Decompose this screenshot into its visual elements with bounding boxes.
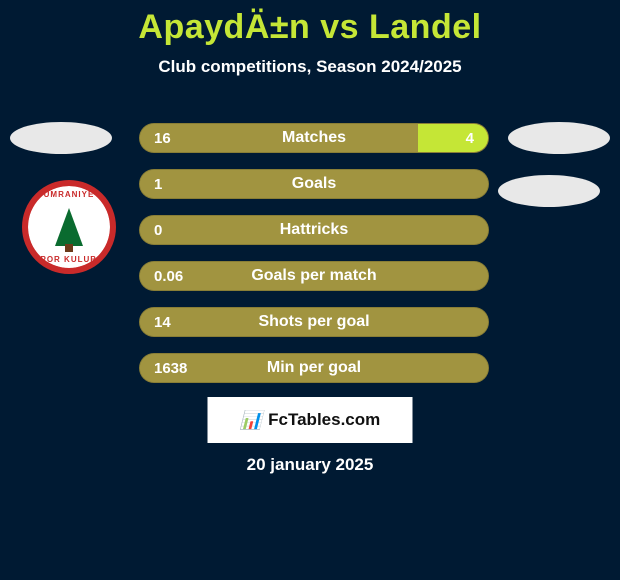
tree-icon	[55, 208, 83, 246]
chart-icon: 📊	[240, 410, 262, 431]
stat-label: Min per goal	[140, 354, 488, 382]
stat-row: Goals per match0.06	[139, 261, 489, 291]
player-photo-right-1	[508, 122, 610, 154]
player-photo-left	[10, 122, 112, 154]
page-title: ApaydÄ±n vs Landel	[0, 0, 620, 47]
stat-value-left: 14	[154, 308, 171, 336]
page-subtitle: Club competitions, Season 2024/2025	[0, 57, 620, 77]
club-badge-text-bottom: SPOR KULUBU	[34, 255, 104, 264]
stat-value-left: 16	[154, 124, 171, 152]
comparison-bars: Matches16 4 Goals1 Hattricks0 Goals per matc…	[139, 123, 489, 399]
date-text: 20 january 2025	[0, 455, 620, 475]
stat-label: Matches	[140, 124, 488, 152]
stat-value-right: 4	[466, 124, 474, 152]
stat-label: Shots per goal	[140, 308, 488, 336]
player-photo-right-2	[498, 175, 600, 207]
attribution-text: FcTables.com	[268, 410, 380, 430]
stat-row: Matches16 4	[139, 123, 489, 153]
stat-value-left: 1	[154, 170, 162, 198]
stat-value-left: 1638	[154, 354, 187, 382]
club-badge: UMRANIYE SPOR KULUBU	[22, 180, 116, 274]
stat-value-left: 0.06	[154, 262, 183, 290]
stat-label: Goals per match	[140, 262, 488, 290]
attribution-box: 📊 FcTables.com	[208, 397, 413, 443]
stat-row: Shots per goal14	[139, 307, 489, 337]
stat-row: Min per goal1638	[139, 353, 489, 383]
stat-value-left: 0	[154, 216, 162, 244]
stat-row: Hattricks0	[139, 215, 489, 245]
stat-label: Goals	[140, 170, 488, 198]
club-badge-text-top: UMRANIYE	[44, 190, 95, 199]
stat-row: Goals1	[139, 169, 489, 199]
stat-label: Hattricks	[140, 216, 488, 244]
club-badge-inner: UMRANIYE SPOR KULUBU	[28, 186, 110, 268]
